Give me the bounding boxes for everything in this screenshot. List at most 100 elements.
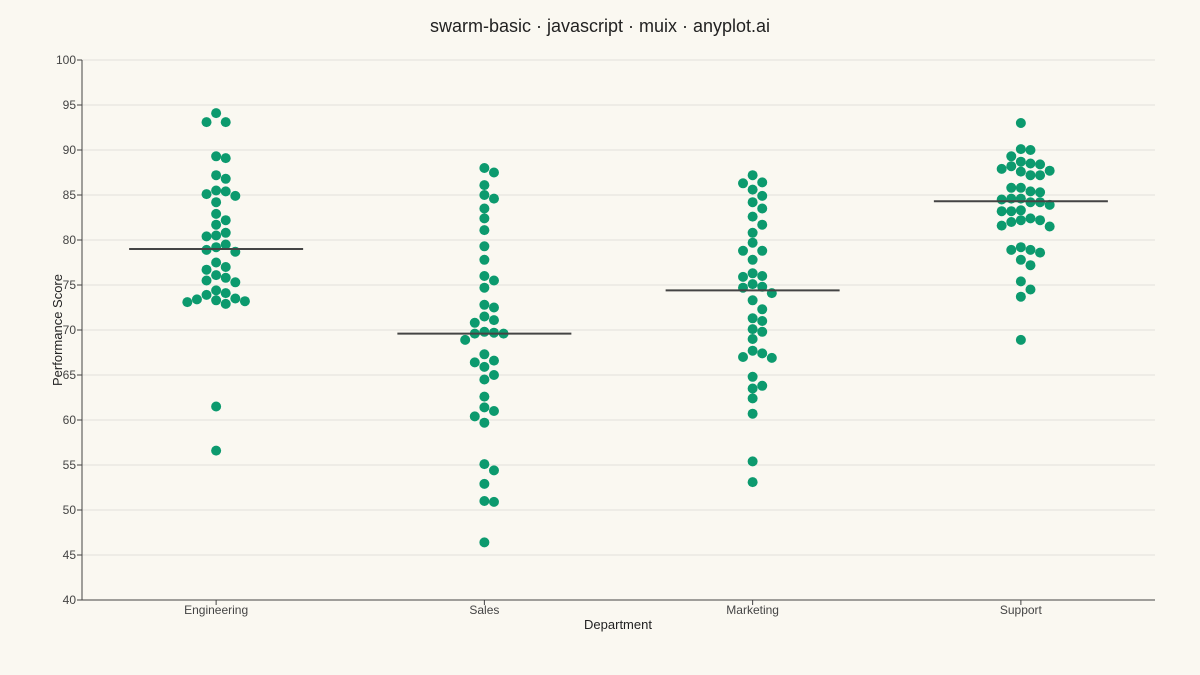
data-point — [220, 239, 231, 250]
data-point — [1015, 182, 1026, 193]
median-lines — [129, 200, 1108, 335]
data-point — [488, 315, 499, 326]
data-point — [1035, 215, 1046, 226]
data-point — [1035, 187, 1046, 198]
data-point — [479, 241, 490, 252]
x-tick-label: Support — [1000, 603, 1043, 617]
data-point — [479, 496, 490, 506]
data-point — [747, 197, 758, 208]
data-point — [479, 478, 490, 489]
data-point — [469, 317, 480, 328]
data-point — [1015, 276, 1026, 287]
x-axis: Engineering Sales Marketing Support — [82, 599, 1155, 617]
data-point — [220, 173, 231, 184]
data-point — [479, 213, 490, 224]
data-point — [220, 117, 231, 128]
data-point — [1035, 170, 1046, 181]
data-point — [488, 302, 499, 313]
data-point — [211, 295, 222, 306]
x-tick-label: Marketing — [726, 603, 779, 617]
data-point — [1006, 217, 1017, 227]
data-point — [211, 230, 222, 241]
x-tick-label: Sales — [469, 603, 499, 617]
data-point — [488, 275, 499, 286]
data-point — [479, 299, 490, 310]
data-point — [1025, 213, 1036, 224]
data-point — [757, 281, 768, 292]
data-point — [479, 254, 490, 265]
data-point — [1025, 260, 1036, 271]
data-point — [747, 268, 758, 279]
y-tick-label: 45 — [63, 548, 77, 562]
data-point — [996, 206, 1007, 217]
data-point — [479, 282, 490, 293]
data-point — [211, 208, 222, 219]
data-point — [220, 288, 231, 299]
data-point — [996, 220, 1007, 231]
data-point — [738, 271, 749, 282]
data-point — [201, 264, 212, 275]
data-point — [1025, 170, 1036, 181]
data-point — [239, 296, 250, 307]
data-point — [1015, 144, 1026, 155]
y-axis-title: Performance Score — [50, 274, 65, 386]
x-tick-label: Engineering — [184, 603, 248, 617]
data-point — [747, 227, 758, 238]
data-point — [211, 445, 222, 456]
data-point — [469, 411, 480, 422]
y-tick-label: 60 — [63, 413, 77, 427]
data-point — [757, 316, 768, 326]
data-point — [211, 257, 222, 268]
y-tick-label: 40 — [63, 593, 77, 607]
data-point — [747, 324, 758, 335]
data-point — [757, 190, 768, 201]
data-point — [220, 153, 231, 164]
data-point — [757, 245, 768, 256]
data-point — [479, 180, 490, 191]
data-point — [201, 275, 212, 286]
data-point — [738, 352, 749, 362]
data-point — [201, 117, 212, 128]
data-point — [1025, 158, 1036, 169]
data-point — [747, 295, 758, 306]
data-point — [488, 167, 499, 178]
data-point — [1025, 244, 1036, 255]
y-tick-label: 90 — [63, 143, 77, 157]
data-point — [230, 190, 241, 201]
y-tick-label: 95 — [63, 98, 77, 112]
data-point — [479, 190, 490, 200]
data-point — [220, 262, 231, 272]
data-point — [211, 185, 222, 196]
data-point — [747, 371, 758, 382]
data-point — [1006, 244, 1017, 255]
data-point — [479, 203, 490, 214]
data-point — [757, 380, 768, 391]
data-point — [488, 406, 499, 416]
data-point — [757, 271, 768, 281]
data-point — [211, 401, 222, 412]
data-point — [1025, 284, 1036, 295]
data-point — [747, 211, 758, 222]
data-point — [1015, 215, 1026, 226]
data-point — [747, 334, 758, 344]
data-point — [191, 294, 202, 305]
data-point — [757, 348, 768, 359]
y-tick-label: 65 — [63, 368, 77, 382]
data-point — [211, 270, 222, 281]
data-point — [211, 242, 222, 253]
grid-lines — [82, 59, 1155, 601]
data-point — [488, 370, 499, 380]
data-point — [479, 326, 490, 337]
y-tick-label: 70 — [63, 323, 77, 337]
data-point — [211, 108, 222, 119]
data-point — [1015, 156, 1026, 167]
data-point — [1015, 118, 1026, 128]
data-point — [747, 393, 758, 404]
data-point — [747, 184, 758, 195]
data-point — [479, 537, 490, 548]
data-point — [220, 272, 231, 283]
data-point — [1044, 165, 1055, 176]
data-point — [1025, 145, 1036, 155]
data-point — [211, 285, 222, 296]
